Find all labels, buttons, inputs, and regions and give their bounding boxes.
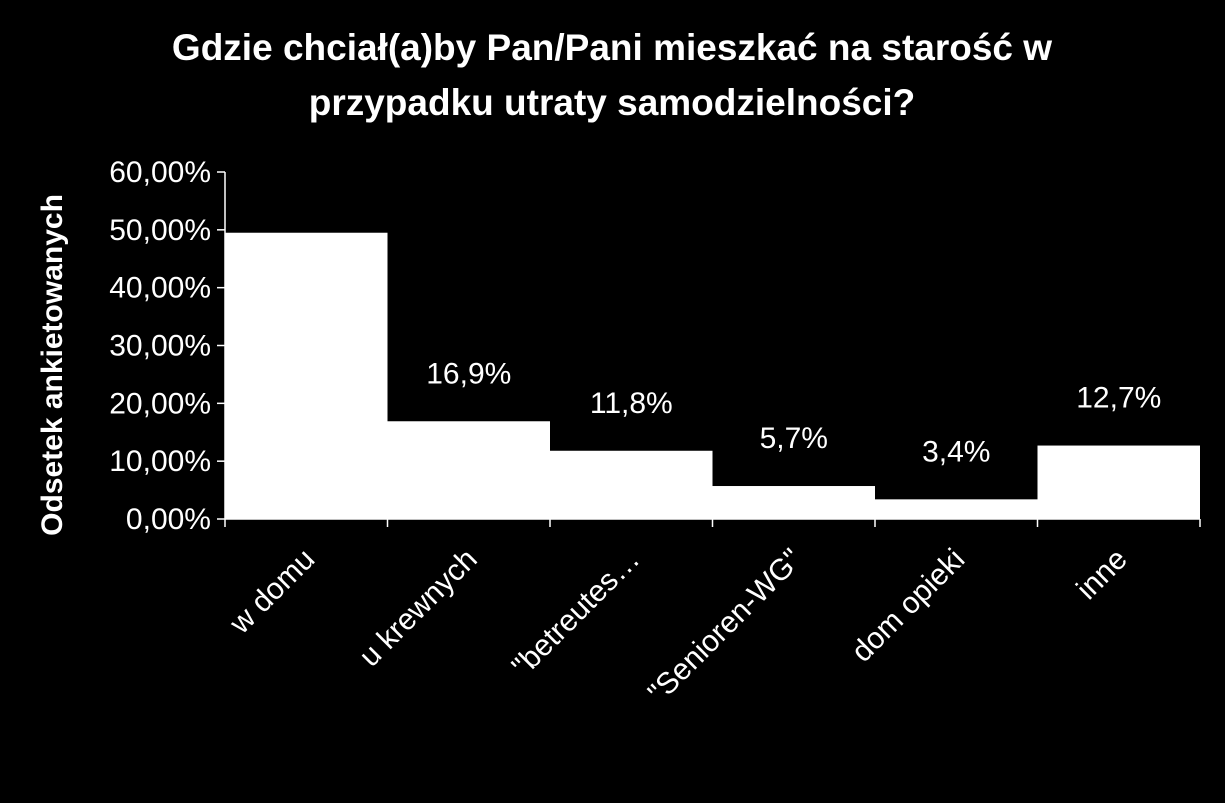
data-label-1: 16,9%: [426, 357, 511, 390]
bar-0: [225, 232, 388, 520]
bar-2: [550, 450, 713, 519]
y-tick-label-4: 40,00%: [109, 272, 211, 305]
bar-5: [1037, 445, 1200, 519]
y-tick-label-3: 30,00%: [109, 330, 211, 363]
category-label-2: "betreutes…: [506, 543, 647, 684]
y-tick-label-1: 10,00%: [109, 445, 211, 478]
bar-3: [712, 486, 875, 519]
chart-title-line-2: przypadku utraty samodzielności?: [309, 82, 916, 123]
data-label-3: 5,7%: [760, 422, 828, 455]
bar-1: [387, 421, 550, 519]
y-tick-label-0: 0,00%: [126, 503, 211, 536]
y-tick-label-5: 50,00%: [109, 214, 211, 247]
category-label-3: "Senioren-WG": [642, 543, 809, 710]
plot-area: 0,00% 10,00% 20,00% 30,00% 40,00% 50,00% 60,00…: [109, 156, 1201, 710]
data-label-5: 12,7%: [1076, 382, 1161, 415]
category-label-5: inne: [1070, 543, 1133, 606]
category-label-1: u krewnych: [353, 543, 484, 674]
bar-4: [875, 499, 1038, 519]
data-label-2: 11,8%: [590, 387, 673, 420]
category-label-0: w domu: [223, 543, 321, 641]
y-tick-label-2: 20,00%: [109, 387, 211, 420]
chart-title-line-1: Gdzie chciał(a)by Pan/Pani mieszkać na s…: [172, 27, 1052, 68]
y-axis-title: Odsetek ankietowanych: [36, 194, 69, 536]
category-label-4: dom opieki: [845, 543, 971, 669]
y-tick-label-6: 60,00%: [109, 156, 211, 189]
data-label-4: 3,4%: [922, 435, 990, 468]
